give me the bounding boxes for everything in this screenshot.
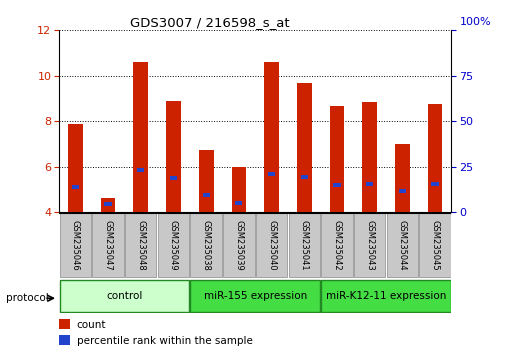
Bar (297, 82, 311, 212)
FancyBboxPatch shape (190, 213, 222, 277)
Bar (264, 62, 279, 212)
FancyBboxPatch shape (321, 280, 451, 312)
Text: GSM235040: GSM235040 (267, 220, 276, 270)
Bar (133, 62, 148, 212)
FancyBboxPatch shape (354, 213, 385, 277)
Text: control: control (106, 291, 143, 301)
Text: GSM235047: GSM235047 (104, 220, 112, 270)
Bar (72, 185, 79, 189)
Text: GSM235045: GSM235045 (430, 220, 440, 270)
Bar (366, 182, 373, 186)
FancyBboxPatch shape (125, 213, 156, 277)
FancyBboxPatch shape (190, 280, 320, 312)
Bar (235, 201, 243, 205)
Bar (101, 198, 115, 212)
Bar (203, 193, 210, 198)
Bar (399, 189, 406, 193)
Text: miR-155 expression: miR-155 expression (204, 291, 307, 301)
Bar (395, 144, 410, 212)
Text: percentile rank within the sample: percentile rank within the sample (76, 336, 252, 346)
FancyBboxPatch shape (256, 213, 287, 277)
Text: GSM235049: GSM235049 (169, 220, 178, 270)
Text: 100%: 100% (460, 17, 491, 27)
FancyBboxPatch shape (223, 213, 254, 277)
Bar (301, 175, 308, 179)
Bar (231, 167, 246, 212)
Text: GSM235048: GSM235048 (136, 220, 145, 270)
Text: GSM235038: GSM235038 (202, 220, 211, 270)
FancyBboxPatch shape (92, 213, 124, 277)
Text: GSM235044: GSM235044 (398, 220, 407, 270)
FancyBboxPatch shape (158, 213, 189, 277)
Text: GSM235046: GSM235046 (71, 220, 80, 270)
Text: GDS3007 / 216598_s_at: GDS3007 / 216598_s_at (130, 16, 289, 29)
Bar (166, 101, 181, 212)
FancyBboxPatch shape (60, 280, 189, 312)
Bar (333, 183, 341, 187)
Bar (105, 202, 112, 206)
Text: protocol: protocol (6, 293, 49, 303)
Bar (268, 172, 275, 176)
Bar (59, 319, 70, 329)
FancyBboxPatch shape (420, 213, 451, 277)
Text: miR-K12-11 expression: miR-K12-11 expression (326, 291, 446, 301)
Text: GSM235043: GSM235043 (365, 220, 374, 270)
Bar (431, 182, 439, 186)
Bar (170, 176, 177, 180)
Text: GSM235042: GSM235042 (332, 220, 342, 270)
Bar (362, 102, 377, 212)
FancyBboxPatch shape (289, 213, 320, 277)
Text: GSM235041: GSM235041 (300, 220, 309, 270)
Bar (68, 124, 83, 212)
Text: count: count (76, 320, 106, 330)
FancyBboxPatch shape (387, 213, 418, 277)
Bar (330, 107, 344, 212)
FancyBboxPatch shape (60, 213, 91, 277)
Bar (59, 335, 70, 345)
Bar (137, 168, 144, 172)
Text: GSM235039: GSM235039 (234, 220, 243, 270)
FancyBboxPatch shape (321, 213, 352, 277)
Bar (428, 104, 442, 212)
Bar (199, 150, 213, 212)
